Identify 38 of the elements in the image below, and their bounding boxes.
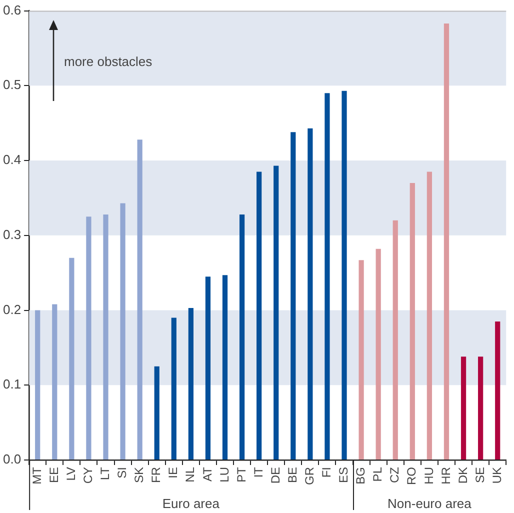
annotation: more obstacles: [64, 54, 152, 69]
x-tick-label: FI: [320, 467, 334, 478]
x-tick-label: LU: [217, 467, 232, 482]
text: Non-euro area: [388, 496, 472, 512]
x-tick-label: FR: [149, 466, 164, 483]
y-tick-label: 0.2: [2, 302, 22, 317]
x-tick-label: UK: [490, 467, 504, 484]
x-tick-label: LT: [98, 466, 112, 480]
x-tick-label: ES: [336, 467, 351, 484]
y-tick-label: 0.1: [2, 376, 22, 392]
x-tick-label: SI: [115, 467, 130, 478]
x-tick-label: GR: [302, 466, 316, 485]
x-tick-label: NL: [183, 466, 198, 482]
x-tick-label: EE: [46, 467, 61, 484]
y-tick-label: 0.6: [2, 2, 22, 18]
text: Euro area: [162, 496, 220, 512]
x-tick-label: IT: [251, 466, 266, 478]
x-tick-label: MT: [30, 466, 44, 484]
x-tick-label: RO: [404, 467, 419, 485]
y-tick-label: 0.5: [2, 77, 22, 92]
x-tick-label: HU: [422, 467, 436, 484]
x-tick-label: CZ: [388, 467, 402, 483]
x-tick-label: SE: [472, 467, 487, 484]
x-tick-label: PT: [234, 466, 248, 482]
x-tick-label: DK: [456, 467, 470, 484]
x-tick-label: DE: [268, 467, 282, 484]
x-tick-label: BG: [354, 467, 368, 484]
x-tick-label: CY: [81, 467, 96, 484]
x-tick-label: LV: [64, 467, 78, 481]
x-tick-label: PL: [370, 466, 385, 482]
y-tick-label: 0.3: [2, 226, 22, 242]
y-tick-label: 0.0: [2, 452, 22, 467]
x-tick-label: AT: [200, 466, 214, 482]
x-tick-label: IE: [166, 467, 180, 478]
x-tick-label: HR: [438, 466, 453, 484]
x-tick-label: BE: [285, 467, 300, 484]
y-tick-label: 0.4: [2, 152, 22, 168]
x-tick-label: SK: [132, 467, 146, 484]
